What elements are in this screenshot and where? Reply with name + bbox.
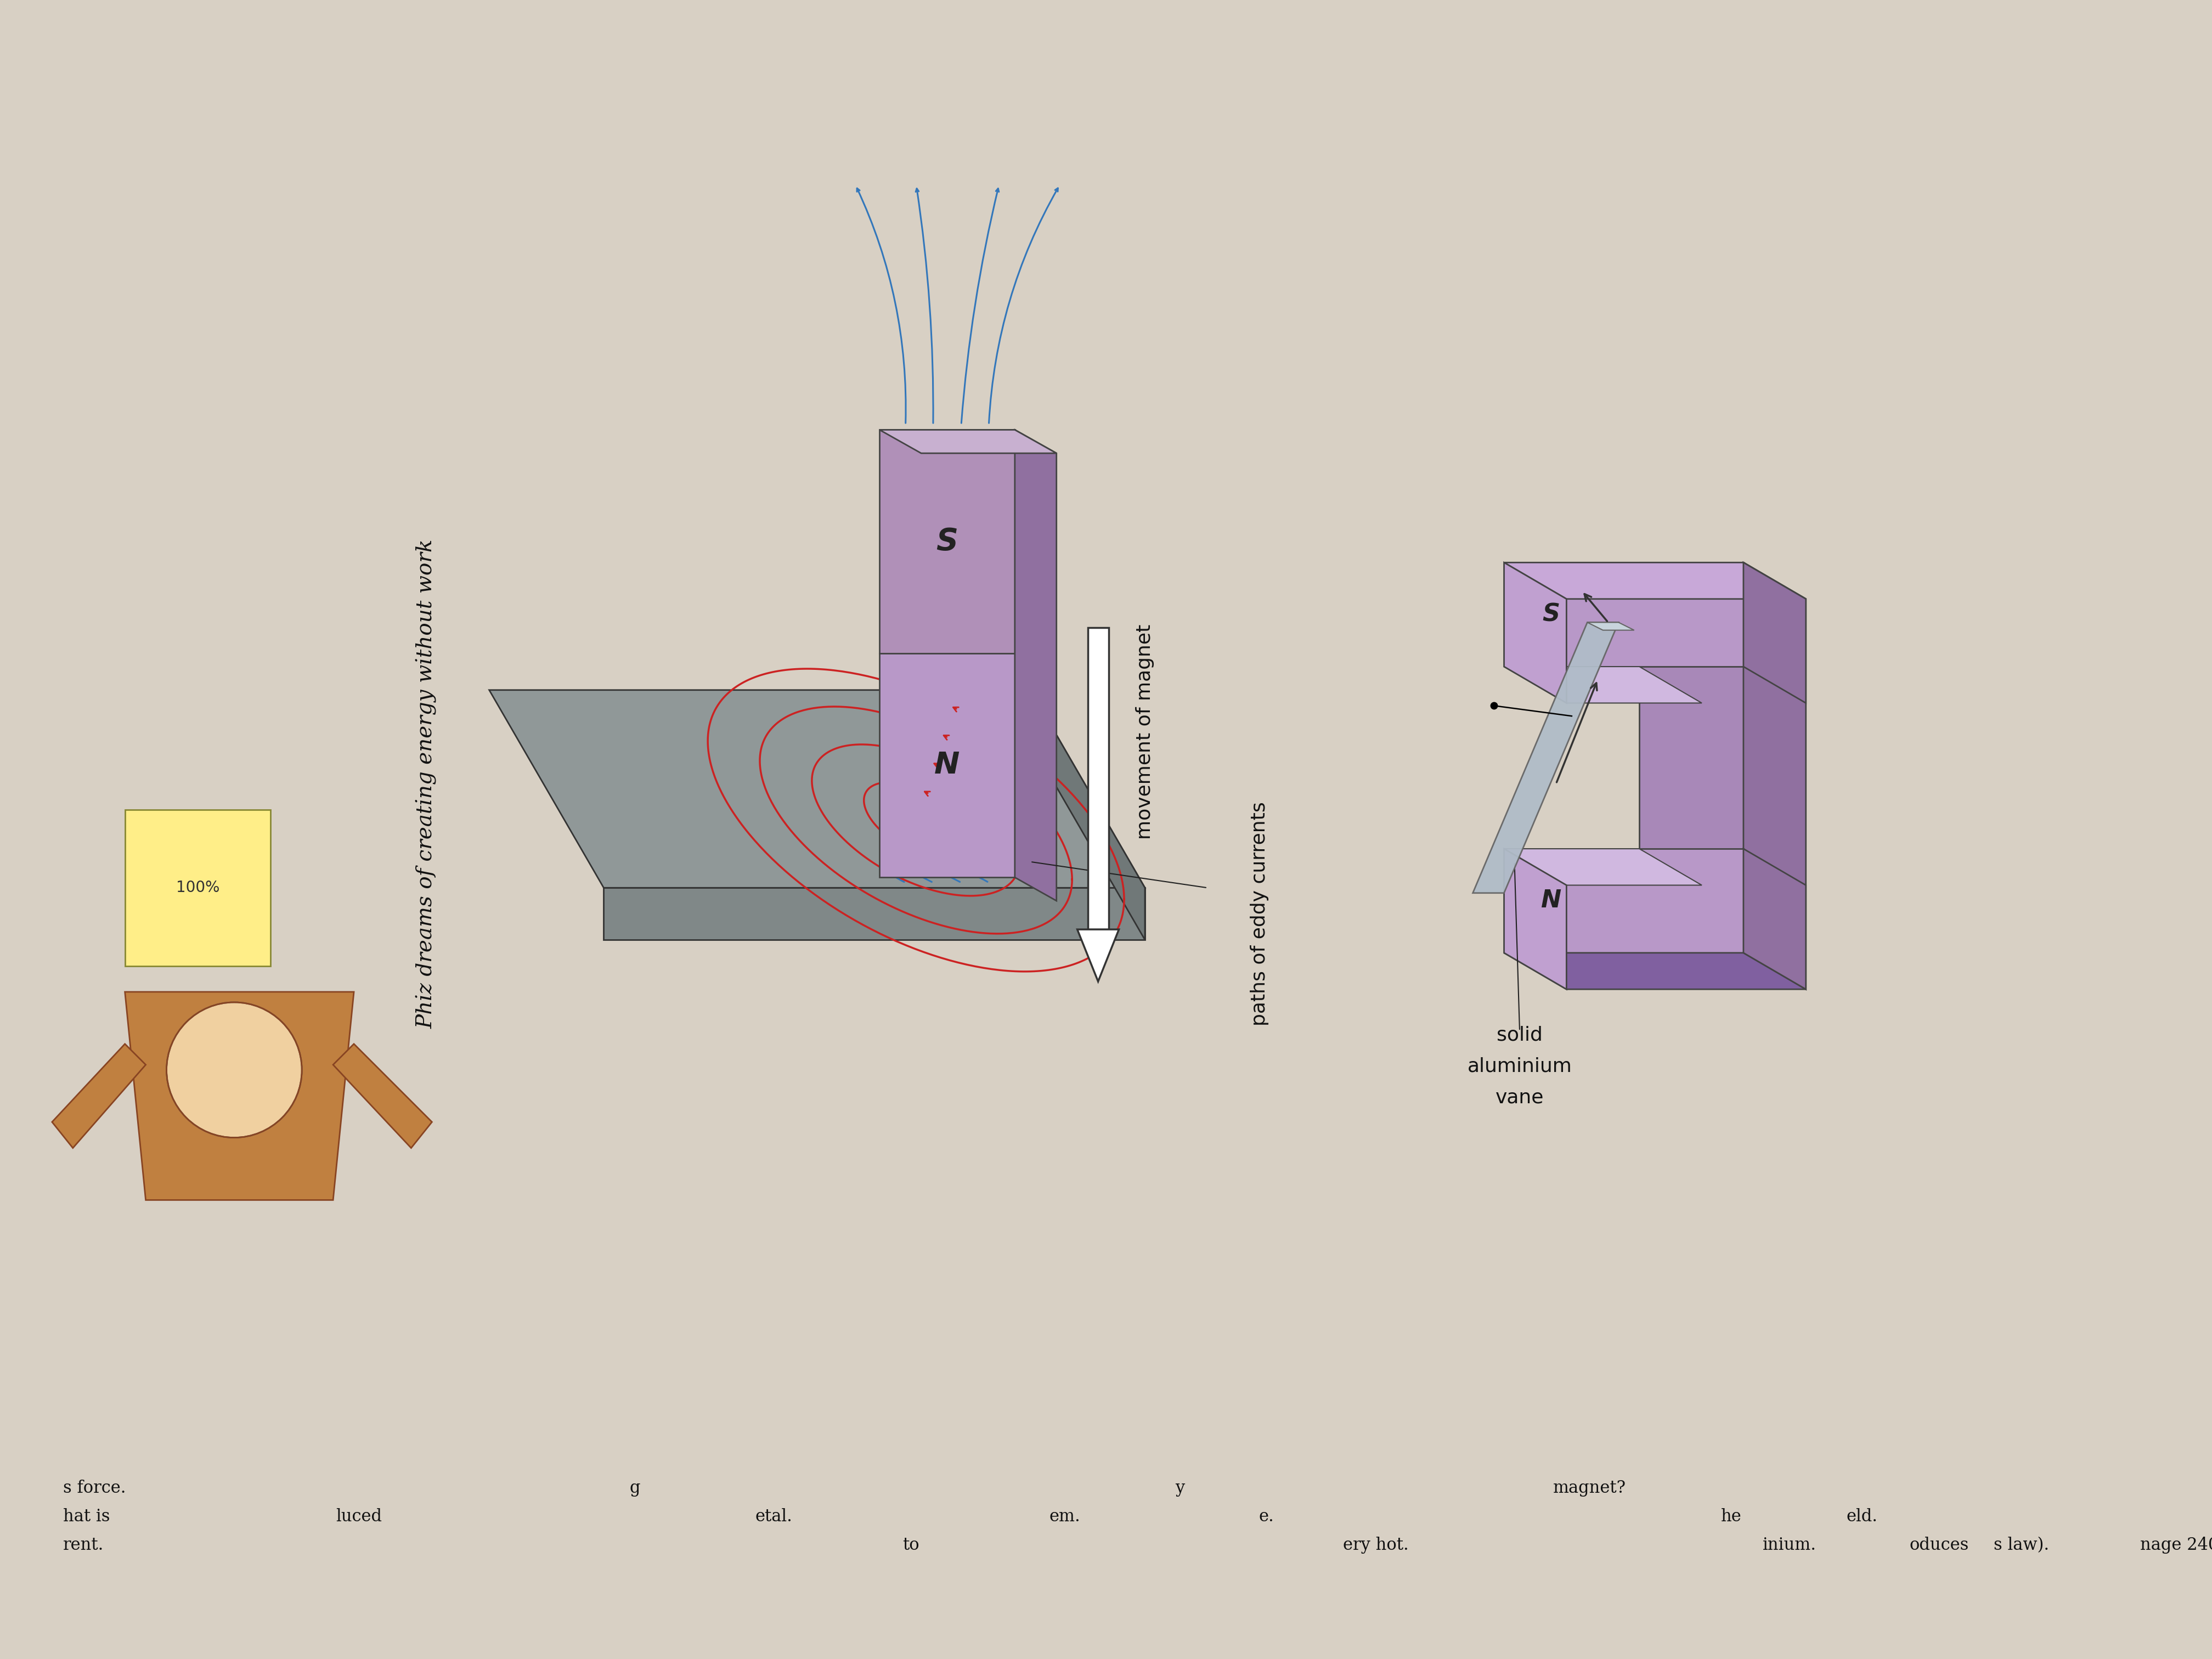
Text: he: he [1721, 1508, 1741, 1525]
Text: N: N [933, 750, 960, 780]
Text: em.: em. [1048, 1508, 1079, 1525]
Polygon shape [53, 1044, 146, 1148]
Polygon shape [1504, 667, 1701, 703]
Text: movement of magnet: movement of magnet [1135, 624, 1155, 839]
Text: eld.: eld. [1847, 1508, 1878, 1525]
Text: aluminium: aluminium [1467, 1057, 1573, 1075]
Text: s force.: s force. [62, 1480, 126, 1496]
Polygon shape [1639, 562, 1743, 952]
Text: vane: vane [1495, 1088, 1544, 1107]
Polygon shape [1077, 929, 1119, 982]
Text: N: N [1540, 889, 1562, 912]
Polygon shape [880, 430, 1057, 453]
Text: paths of eddy currents: paths of eddy currents [1250, 801, 1270, 1025]
Text: e.: e. [1259, 1508, 1274, 1525]
Text: g: g [630, 1480, 639, 1496]
Polygon shape [1588, 622, 1635, 630]
Text: rent.: rent. [62, 1536, 104, 1554]
Polygon shape [1504, 849, 1743, 952]
Polygon shape [124, 810, 270, 966]
Polygon shape [1504, 849, 1701, 886]
Text: hat is: hat is [62, 1508, 111, 1525]
Polygon shape [124, 992, 354, 1199]
Polygon shape [1639, 562, 1805, 599]
Polygon shape [1743, 562, 1805, 989]
Polygon shape [604, 888, 1146, 941]
Text: etal.: etal. [757, 1508, 792, 1525]
Polygon shape [1473, 622, 1619, 893]
Polygon shape [880, 430, 1015, 654]
Polygon shape [1743, 849, 1805, 989]
Text: y: y [1175, 1480, 1186, 1496]
Text: 100%: 100% [177, 881, 219, 896]
Text: magnet?: magnet? [1553, 1480, 1626, 1496]
Text: ery hot.: ery hot. [1343, 1536, 1409, 1554]
Polygon shape [880, 654, 1015, 878]
Polygon shape [1504, 562, 1566, 703]
Polygon shape [1504, 849, 1566, 989]
Text: nage 240): nage 240) [2141, 1536, 2212, 1554]
Polygon shape [1504, 562, 1743, 667]
Text: s law).: s law). [1993, 1536, 2048, 1554]
Polygon shape [1015, 430, 1057, 901]
Text: solid: solid [1498, 1025, 1542, 1045]
Polygon shape [1088, 627, 1108, 929]
Polygon shape [1743, 562, 1805, 703]
Text: Phiz dreams of creating energy without work: Phiz dreams of creating energy without w… [416, 539, 438, 1029]
Circle shape [166, 1002, 301, 1138]
Polygon shape [1504, 562, 1805, 599]
Text: to: to [902, 1536, 920, 1554]
Text: oduces: oduces [1909, 1536, 1969, 1554]
Polygon shape [489, 690, 1146, 888]
Polygon shape [334, 1044, 431, 1148]
Text: S: S [936, 528, 958, 556]
Polygon shape [1031, 690, 1146, 941]
Text: luced: luced [336, 1508, 383, 1525]
Polygon shape [1504, 952, 1805, 989]
Text: S: S [1542, 602, 1559, 627]
Text: inium.: inium. [1763, 1536, 1816, 1554]
